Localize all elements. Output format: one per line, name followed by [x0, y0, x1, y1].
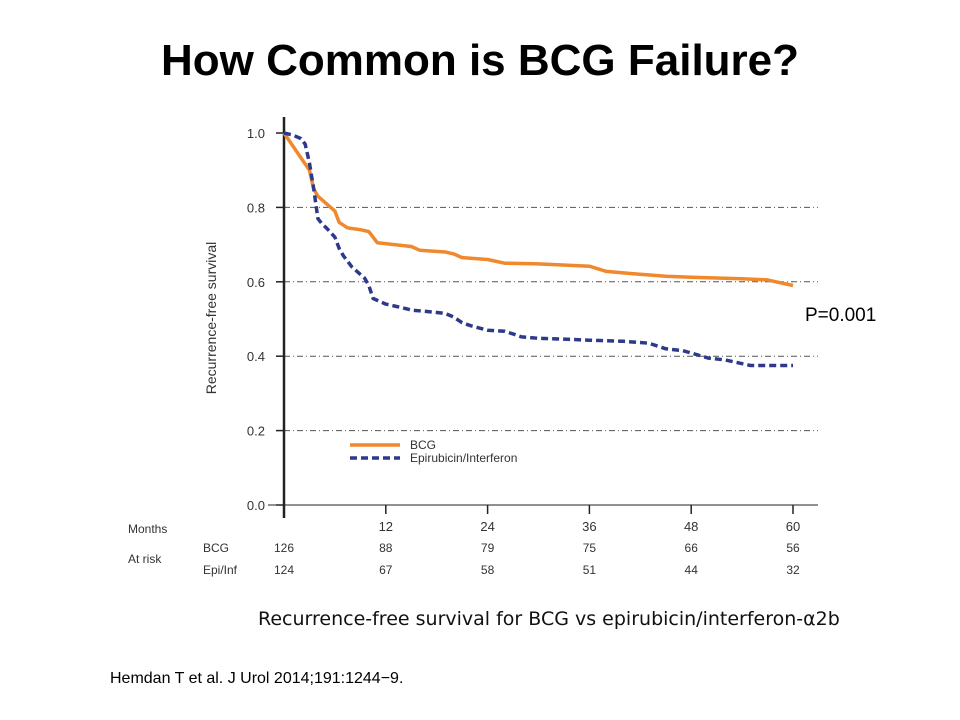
at-risk-label: At risk [128, 552, 162, 566]
legend-label: BCG [410, 438, 436, 452]
y-axis-title: Recurrence-free survival [203, 242, 219, 395]
ticks: 1.0 0.8 0.6 0.4 0.2 0.0 Recurrence-free surviv… [203, 126, 800, 534]
x-tick-label: 24 [480, 519, 494, 534]
series-line-bcg [282, 132, 794, 288]
at-risk-value: 56 [786, 541, 800, 555]
x-tick-label: 36 [582, 519, 596, 534]
at-risk-value: 67 [379, 563, 393, 577]
y-tick-label: 0.4 [247, 349, 265, 364]
at-risk-value: 126 [274, 541, 294, 555]
at-risk-value: 51 [583, 563, 597, 577]
months-label: Months [128, 522, 167, 536]
x-tick-label: 60 [786, 519, 800, 534]
citation: Hemdan T et al. J Urol 2014;191:1244−9. [110, 670, 404, 687]
grid-lines [284, 206, 818, 432]
y-tick-label: 1.0 [247, 126, 265, 141]
at-risk-row-label: BCG [203, 541, 229, 555]
survival-chart: 1.0 0.8 0.6 0.4 0.2 0.0 Recurrence-free surviv… [128, 117, 818, 577]
at-risk-value: 79 [481, 541, 495, 555]
series-lines [282, 131, 794, 368]
at-risk-value: 88 [379, 541, 393, 555]
at-risk-value: 75 [583, 541, 597, 555]
p-value-label: P=0.001 [805, 305, 877, 326]
slide-title: How Common is BCG Failure? [160, 36, 800, 85]
at-risk-value: 32 [786, 563, 800, 577]
at-risk-row-label: Epi/Inf [203, 563, 238, 577]
y-tick-label: 0.8 [247, 200, 265, 215]
y-tick-label: 0.6 [247, 275, 265, 290]
x-tick-label: 48 [684, 519, 698, 534]
at-risk-value: 44 [685, 563, 699, 577]
axes [268, 117, 818, 518]
x-tick-label: 12 [379, 519, 393, 534]
at-risk-value: 58 [481, 563, 495, 577]
legend-label: Epirubicin/Interferon [410, 451, 517, 465]
y-tick-label: 0.0 [247, 498, 265, 513]
at-risk-value: 124 [274, 563, 294, 577]
y-tick-label: 0.2 [247, 424, 265, 439]
at-risk-table: Months At risk BCG 126 88 79 75 66 56 Epi/Inf 124 6… [128, 522, 800, 577]
at-risk-value: 66 [685, 541, 699, 555]
series-line-epirubicin-interferon [283, 131, 793, 368]
figure-caption: Recurrence-free survival for BCG vs epir… [258, 608, 840, 630]
